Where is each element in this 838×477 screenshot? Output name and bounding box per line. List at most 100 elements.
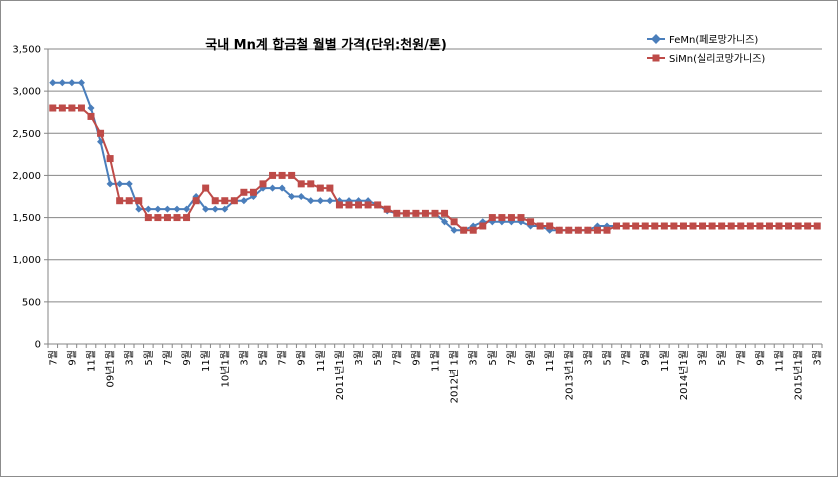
x-tick-label: 7월 [277,350,289,366]
data-point-simn [574,226,582,234]
data-point-simn [469,226,477,234]
data-point-simn [460,226,468,234]
data-point-femn [297,192,305,201]
data-point-simn [479,222,487,230]
data-point-simn [785,222,793,230]
data-point-simn [555,226,563,234]
x-tick-label: 2015년1월 [793,350,805,400]
data-point-simn [632,222,640,230]
x-tick-label: 3월 [582,350,594,366]
data-point-simn [431,209,439,217]
data-point-simn [679,222,687,230]
legend-item-femn: FeMn(페로망가니즈) [647,34,758,46]
data-point-simn [355,201,363,209]
data-point-simn [450,218,458,226]
x-tick-label: 9월 [181,350,193,366]
data-point-simn [536,222,544,230]
data-point-simn [421,209,429,217]
data-point-femn [202,205,210,213]
x-tick-label: 9월 [410,350,422,366]
data-point-femn [221,205,229,213]
data-point-femn [58,79,66,87]
data-point-simn [173,214,181,222]
y-tick-label: 2,500 [12,129,41,140]
x-tick-label: 5월 [487,350,499,366]
data-point-simn [269,171,277,179]
data-point-simn [708,222,716,230]
y-tick-label: 500 [22,297,41,308]
data-point-simn [192,197,200,205]
data-point-femn [288,192,296,201]
data-point-femn [211,205,219,213]
data-point-simn [125,197,133,205]
data-point-simn [364,201,372,209]
data-point-simn [756,222,764,230]
data-point-simn [58,104,66,112]
data-point-simn [87,112,95,120]
data-point-simn [97,129,105,137]
data-point-simn [345,201,353,209]
x-tick-label: 3월 [238,350,250,366]
data-point-femn [125,180,133,188]
x-tick-label: 3월 [468,350,480,366]
data-point-simn [135,197,143,205]
data-point-simn [603,226,611,234]
data-point-simn [202,184,210,192]
data-point-femn [183,205,191,213]
data-point-femn [450,226,458,234]
data-point-femn [135,205,143,213]
data-point-simn [278,171,286,179]
data-point-simn [326,184,334,192]
data-point-simn [68,104,76,112]
x-tick-label: 2013년1월 [563,350,575,400]
data-point-simn [660,222,668,230]
data-point-simn [593,226,601,234]
x-tick-label: 5월 [372,350,384,366]
x-tick-label: 11월 [315,350,327,372]
data-point-simn [221,197,229,205]
data-point-simn [670,222,678,230]
x-tick-label: 11월 [86,350,98,372]
data-point-simn [49,104,57,112]
data-point-femn [68,79,76,87]
chart-title: 국내 Mn계 합금철 월별 가격(단위:천원/톤) [205,37,447,53]
x-tick-label: 9월 [296,350,308,366]
data-point-simn [622,222,630,230]
x-tick-label: 11월 [200,350,212,372]
x-tick-label: 2011년1월 [334,350,346,400]
data-point-simn [584,226,592,234]
data-point-simn [393,209,401,217]
data-point-simn [546,222,554,230]
x-tick-label: 3월 [353,350,365,366]
series-group [49,79,821,234]
x-tick-label: 11월 [544,350,556,372]
data-point-femn [106,180,114,188]
x-tick-label: 9월 [640,350,652,366]
data-point-femn [77,79,85,87]
data-point-femn [49,79,57,87]
data-point-simn [240,188,248,196]
y-tick-label: 1,500 [12,213,41,224]
x-tick-label: 5월 [716,350,728,366]
x-tick-label: 7월 [735,350,747,366]
y-tick-label: 0 [35,340,41,351]
data-point-simn [737,222,745,230]
data-point-simn [183,214,191,222]
legend-marker-femn [651,34,661,44]
legend-label-simn: SiMn(실리코망가니즈) [669,53,765,65]
data-point-simn [641,222,649,230]
x-tick-label: 7월 [391,350,403,366]
x-tick-label: 10년1월 [219,350,231,388]
x-axis-tick-labels: 7월 9월 11월 09년1월 3월 5월 7월 9월 11월 10년1월 3월 5월 7월 9월 11월 2… [47,350,823,403]
x-tick-label: 7월 [47,350,59,366]
data-point-simn [412,209,420,217]
data-point-simn [154,214,162,222]
x-tick-label: 5월 [143,350,155,366]
data-point-simn [307,180,315,188]
data-point-femn [326,197,334,205]
data-point-simn [507,214,515,222]
data-point-femn [441,218,449,226]
y-tick-label: 2,000 [12,171,41,182]
